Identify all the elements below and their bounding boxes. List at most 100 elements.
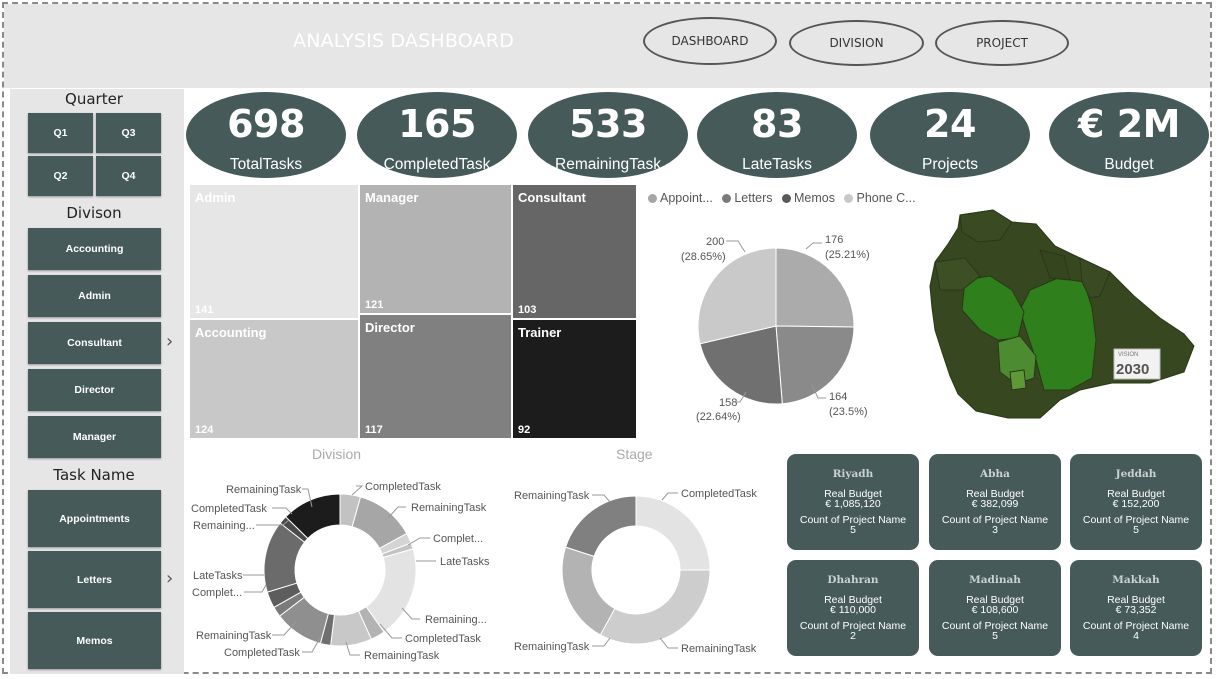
legend-item[interactable]: Memos xyxy=(782,191,835,205)
legend-label: Letters xyxy=(734,191,773,205)
treemap-tile[interactable]: Manager 121 xyxy=(360,185,511,313)
donut-label: CompletedTask xyxy=(405,633,481,645)
nav-division-button[interactable]: DIVISION xyxy=(789,20,924,66)
treemap-tile-count: 124 xyxy=(195,424,214,436)
task-letters-button[interactable]: Letters xyxy=(28,551,161,608)
treemap-tile-name: Manager xyxy=(365,190,419,205)
nav-project-button[interactable]: PROJECT xyxy=(935,20,1069,66)
donut-segment[interactable] xyxy=(599,569,711,645)
treemap-tile[interactable]: Accounting 124 xyxy=(190,320,358,438)
kpi-value: 165 xyxy=(398,102,476,146)
legend-dot-icon xyxy=(844,194,854,203)
budget-value: € 73,352 xyxy=(1115,604,1157,616)
pie-label-value: 158 xyxy=(719,397,737,409)
pie-slice[interactable] xyxy=(775,247,855,328)
division-admin-button[interactable]: Admin xyxy=(28,275,161,317)
count-value: 5 xyxy=(850,524,856,536)
quarter-q2-button[interactable]: Q2 xyxy=(28,156,93,196)
donut-label: CompletedTask xyxy=(365,481,441,493)
pie-slice[interactable] xyxy=(697,247,777,345)
pie-slice[interactable] xyxy=(775,325,855,405)
city-name: Madinah xyxy=(969,574,1021,586)
task-scroll-chevron-icon[interactable]: › xyxy=(166,568,174,589)
treemap-tile[interactable]: Trainer 92 xyxy=(513,320,636,438)
division-consultant-button[interactable]: Consultant xyxy=(28,322,161,364)
vision-logo-top-text: VISION xyxy=(1118,352,1138,358)
kpi-label: LateTasks xyxy=(742,156,812,173)
kpi-label: Projects xyxy=(922,156,978,173)
count-label: Count of Project Name xyxy=(1082,620,1190,632)
treemap-tile[interactable]: Director 117 xyxy=(360,315,511,438)
budget-value: € 152,200 xyxy=(1112,498,1160,510)
donut-label: RemainingTask xyxy=(364,650,440,662)
pie-labels: 176 (25.21%) 164 (23.5%) 158 (22.64%) 20… xyxy=(681,234,870,423)
count-label: Count of Project Name xyxy=(941,620,1049,632)
stage-leader-lines xyxy=(592,492,678,649)
donut-label: RemainingTask xyxy=(226,484,302,496)
quarter-q1-button[interactable]: Q1 xyxy=(28,113,93,153)
leader-line xyxy=(811,384,826,399)
donut-segment[interactable] xyxy=(285,493,341,540)
city-name: Dhahran xyxy=(827,574,879,586)
donut-segment[interactable] xyxy=(564,495,637,558)
treemap-tile[interactable]: Admin 141 xyxy=(190,185,358,318)
legend-label: Appoint... xyxy=(660,191,713,205)
division-donut-labels: RemainingTask CompletedTask Remaining...… xyxy=(191,481,490,662)
city-name: Abha xyxy=(980,468,1010,480)
pie-slice[interactable] xyxy=(699,325,783,405)
legend-dot-icon xyxy=(722,194,732,203)
city-budget-card: Madinah Real Budget € 108,600 Count of Proj… xyxy=(929,560,1061,656)
count-label: Count of Project Name xyxy=(1082,514,1190,526)
division-manager-button[interactable]: Manager xyxy=(28,416,161,458)
vision-2030-logo xyxy=(1113,348,1161,380)
pie-label-value: 200 xyxy=(706,236,724,248)
legend-label: Memos xyxy=(794,191,835,205)
legend-item[interactable]: Phone C... xyxy=(844,191,916,205)
donut-label: RemainingTask xyxy=(196,630,272,642)
treemap-tile[interactable]: Consultant 103 xyxy=(513,185,636,318)
division-donut-chart xyxy=(263,493,417,647)
donut-label: CompletedTask xyxy=(191,503,267,515)
city-budget-card: Abha Real Budget € 382,099 Count of Project… xyxy=(929,454,1061,550)
kpi-value: 533 xyxy=(569,102,647,146)
donut-label: Complet... xyxy=(192,587,242,599)
division-scroll-chevron-icon[interactable]: › xyxy=(166,331,174,352)
donut-label: CompletedTask xyxy=(224,647,300,659)
quarter-heading: Quarter xyxy=(65,90,123,108)
budget-label: Real Budget xyxy=(824,594,882,606)
division-director-button[interactable]: Director xyxy=(28,369,161,411)
leader-line xyxy=(736,391,747,403)
treemap-tile-name: Director xyxy=(365,320,415,335)
nav-dashboard-button[interactable]: DASHBOARD xyxy=(643,17,777,65)
quarter-q3-button[interactable]: Q3 xyxy=(96,113,161,153)
kpi-label: CompletedTask xyxy=(383,156,491,173)
task-memos-button[interactable]: Memos xyxy=(28,612,161,669)
vision-logo-main-text: 2030 xyxy=(1116,361,1149,378)
kpi-projects: 24 Projects xyxy=(870,92,1030,178)
donut-label: RemainingTask xyxy=(681,643,757,655)
treemap-tile-count: 141 xyxy=(195,304,214,316)
city-budget-card: Jeddah Real Budget € 152,200 Count of Proje… xyxy=(1070,454,1202,550)
kpi-label: TotalTasks xyxy=(229,156,303,173)
kpi-value: 698 xyxy=(227,102,305,146)
donut-label: LateTasks xyxy=(440,556,490,568)
donut-label: LateTasks xyxy=(193,570,243,582)
stage-donut-labels: RemainingTask CompletedTask RemainingTas… xyxy=(514,488,757,655)
donut-label: Complet... xyxy=(433,533,483,545)
donut-segment[interactable] xyxy=(635,495,711,571)
legend-item[interactable]: Appoint... xyxy=(648,191,713,205)
budget-value: € 108,600 xyxy=(971,604,1019,616)
task-appointments-button[interactable]: Appointments xyxy=(28,490,161,547)
quarter-q4-button[interactable]: Q4 xyxy=(96,156,161,196)
page-title: ANALYSIS DASHBOARD xyxy=(293,30,515,52)
legend-dot-icon xyxy=(782,194,792,203)
treemap-tile-name: Consultant xyxy=(518,190,586,205)
donut-segment[interactable] xyxy=(561,546,616,636)
leader-line xyxy=(805,242,822,250)
kpi-total-tasks: 698 TotalTasks xyxy=(186,92,346,178)
city-budget-card: Dhahran Real Budget € 110,000 Count of Proj… xyxy=(787,560,919,656)
legend-dot-icon xyxy=(648,194,657,203)
division-accounting-button[interactable]: Accounting xyxy=(28,228,161,270)
legend-item[interactable]: Letters xyxy=(722,191,773,205)
city-name: Makkah xyxy=(1112,574,1160,586)
